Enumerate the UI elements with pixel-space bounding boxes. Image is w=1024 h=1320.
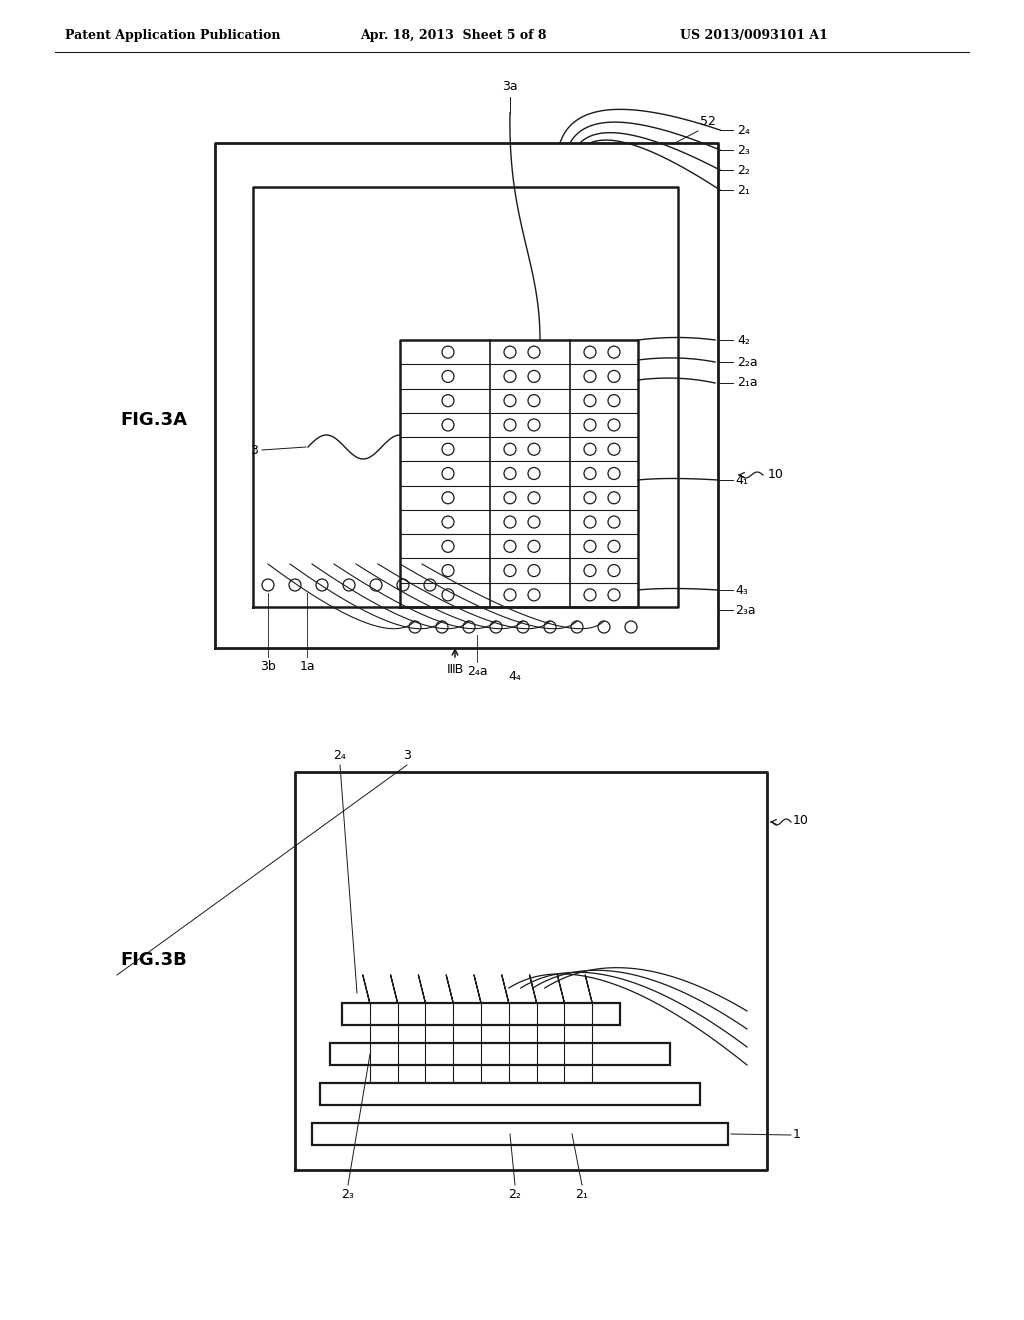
Text: 2₃: 2₃ <box>342 1188 354 1201</box>
Text: 2₂a: 2₂a <box>737 355 758 368</box>
Text: 2₂: 2₂ <box>509 1188 521 1201</box>
Text: 2₂: 2₂ <box>737 164 750 177</box>
Text: 3: 3 <box>403 748 411 762</box>
Text: ⅢB: ⅢB <box>446 663 464 676</box>
Text: 2₄a: 2₄a <box>467 665 487 678</box>
Text: 4₂: 4₂ <box>737 334 750 346</box>
Bar <box>330 1043 670 1065</box>
Text: 2₃a: 2₃a <box>735 603 756 616</box>
Text: 2₄: 2₄ <box>737 124 750 136</box>
Text: 4₃: 4₃ <box>735 583 748 597</box>
Text: 1: 1 <box>793 1129 801 1142</box>
Text: FIG.3A: FIG.3A <box>120 411 187 429</box>
Text: 10: 10 <box>793 813 809 826</box>
Text: 3b: 3b <box>260 660 275 673</box>
Bar <box>319 1082 700 1105</box>
Text: Patent Application Publication: Patent Application Publication <box>65 29 281 41</box>
Text: 3a: 3a <box>502 81 518 92</box>
Text: Apr. 18, 2013  Sheet 5 of 8: Apr. 18, 2013 Sheet 5 of 8 <box>360 29 547 41</box>
Bar <box>312 1123 728 1144</box>
Text: 10: 10 <box>768 469 784 482</box>
Text: 4₄: 4₄ <box>509 671 521 682</box>
Text: 2₁: 2₁ <box>737 183 750 197</box>
Text: 2₁: 2₁ <box>575 1188 589 1201</box>
Text: 2₁a: 2₁a <box>737 376 758 389</box>
Text: 1a: 1a <box>299 660 314 673</box>
Bar <box>342 1003 620 1026</box>
Text: 2₄: 2₄ <box>334 748 346 762</box>
Text: 4₁: 4₁ <box>735 474 748 487</box>
Text: US 2013/0093101 A1: US 2013/0093101 A1 <box>680 29 827 41</box>
Text: 3: 3 <box>250 444 258 457</box>
Text: FIG.3B: FIG.3B <box>120 950 186 969</box>
Text: 52: 52 <box>700 115 716 128</box>
Text: 2₃: 2₃ <box>737 144 750 157</box>
